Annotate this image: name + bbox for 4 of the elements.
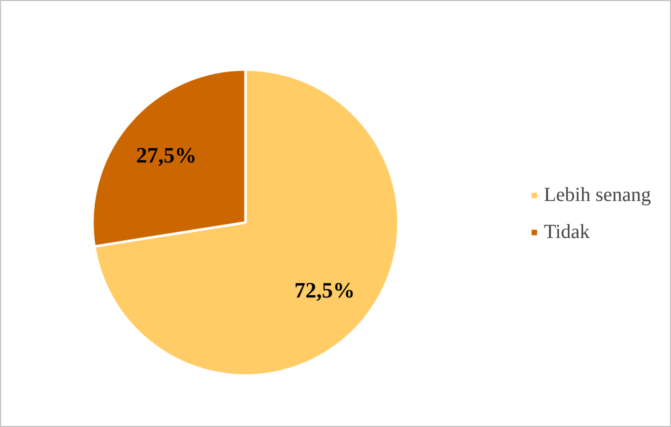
legend-label: Tidak: [544, 220, 590, 244]
data-label: 27,5%: [136, 142, 197, 168]
data-label: 72,5%: [294, 278, 355, 303]
legend-label: Lebih senang: [544, 184, 651, 206]
